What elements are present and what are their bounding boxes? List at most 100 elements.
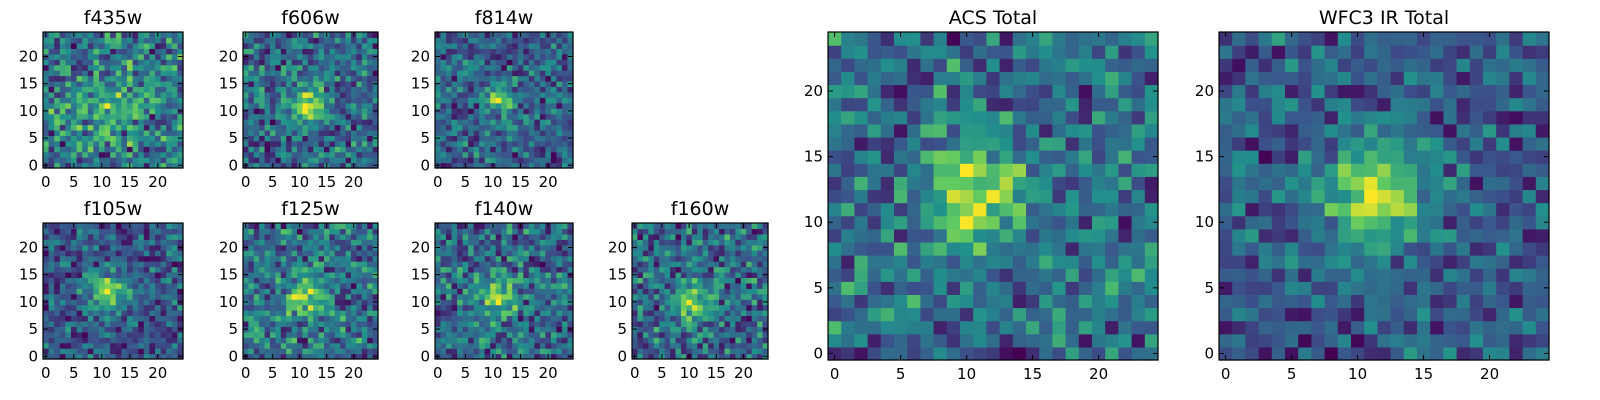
heatmap-cell: [1052, 241, 1067, 256]
heatmap-cell: [149, 282, 156, 289]
heatmap-cell: [495, 129, 502, 136]
heatmap-cell: [435, 102, 442, 109]
heatmap-cell: [351, 331, 357, 338]
heatmap-cell: [490, 331, 497, 338]
heatmap-cell: [1118, 189, 1133, 204]
heatmap-cell: [93, 331, 100, 338]
heatmap-cell: [719, 299, 726, 306]
heatmap-cell: [149, 48, 156, 55]
heatmap-cell: [71, 228, 78, 235]
heatmap-cell: [48, 331, 55, 338]
heatmap-cell: [757, 293, 764, 300]
heatmap-cell: [854, 320, 869, 335]
heatmap-cell: [115, 348, 122, 355]
heatmap-cell: [484, 102, 491, 109]
heatmap-cell: [653, 315, 660, 322]
heatmap-cell: [719, 304, 726, 311]
heatmap-cell: [451, 348, 458, 355]
heatmap-cell: [307, 97, 314, 104]
heatmap-cell: [87, 70, 94, 77]
heatmap-cell: [259, 140, 266, 147]
heatmap-cell: [71, 315, 78, 322]
heatmap-cell: [545, 157, 552, 164]
heatmap-cell: [539, 64, 546, 71]
heatmap-cell: [539, 91, 546, 98]
heatmap-cell: [484, 342, 491, 349]
heatmap-cell: [43, 124, 50, 131]
heatmap-cell: [446, 42, 453, 49]
heatmap-cell: [329, 75, 336, 82]
heatmap-cell: [71, 108, 78, 115]
heatmap-cell: [160, 326, 167, 333]
heatmap-cell: [132, 233, 139, 240]
heatmap-cell: [686, 310, 693, 317]
heatmap-cell: [440, 97, 447, 104]
heatmap-cell: [59, 59, 66, 66]
heatmap-cell: [270, 293, 276, 300]
heatmap-cell: [468, 310, 475, 317]
heatmap-cell: [59, 64, 66, 71]
heatmap-cell: [160, 337, 167, 344]
heatmap-cell: [523, 42, 530, 49]
heatmap-cell: [512, 288, 519, 295]
heatmap-cell: [539, 146, 546, 153]
heatmap-cell: [160, 288, 167, 295]
heatmap-cell: [523, 266, 530, 273]
heatmap-cell: [751, 342, 758, 349]
heatmap-cell: [259, 53, 266, 60]
heatmap-cell: [115, 288, 122, 295]
heatmap-cell: [110, 342, 117, 349]
heatmap-cell: [550, 53, 558, 60]
heatmap-cell: [104, 135, 111, 142]
heatmap-cell: [166, 86, 173, 93]
heatmap-cell: [110, 48, 117, 55]
heatmap-cell: [1144, 163, 1159, 177]
heatmap-cell: [653, 255, 660, 262]
heatmap-cell: [539, 293, 546, 300]
heatmap-cell: [71, 86, 78, 93]
heatmap-cell: [138, 277, 145, 284]
heatmap-cell: [446, 342, 453, 349]
heatmap-cell: [127, 331, 134, 338]
heatmap-cell: [506, 337, 513, 344]
heatmap-cell: [356, 320, 363, 327]
heatmap-cell: [286, 146, 293, 153]
heatmap-cell: [517, 228, 524, 235]
heatmap-cell: [708, 233, 715, 240]
heatmap-cell: [54, 151, 61, 158]
heatmap-cell: [632, 293, 639, 300]
heatmap-cell: [99, 102, 106, 109]
heatmap-cell: [329, 282, 336, 289]
heatmap-cell: [659, 282, 666, 289]
heatmap-cell: [451, 86, 458, 93]
heatmap-cell: [523, 331, 530, 338]
heatmap-cell: [253, 271, 260, 278]
heatmap-cell: [324, 228, 330, 235]
heatmap-cell: [528, 337, 535, 344]
heatmap-cell: [561, 80, 569, 87]
heatmap-cell: [356, 288, 363, 295]
heatmap-cell: [166, 70, 173, 77]
heatmap-cell: [93, 250, 100, 257]
heatmap-cell: [127, 108, 134, 115]
heatmap-cell: [670, 320, 677, 327]
heatmap-cell: [65, 162, 72, 169]
heatmap-cell: [132, 288, 139, 295]
heatmap-cell: [670, 304, 677, 311]
heatmap-cell: [702, 331, 709, 338]
heatmap-cell: [127, 75, 134, 82]
heatmap-cell: [110, 271, 117, 278]
heatmap-cell: [82, 261, 89, 268]
heatmap-cell: [171, 233, 178, 240]
heatmap-cell: [65, 53, 72, 60]
heatmap-cell: [762, 331, 769, 338]
heatmap-cell: [127, 277, 134, 284]
heatmap-cell: [691, 239, 698, 246]
heatmap-cell: [854, 228, 869, 243]
heatmap-cell: [93, 135, 100, 142]
heatmap-cell: [132, 32, 139, 39]
heatmap-cell: [243, 146, 249, 153]
heatmap-cell: [367, 310, 374, 317]
heatmap-cell: [87, 135, 94, 142]
heatmap-cell: [253, 70, 260, 77]
